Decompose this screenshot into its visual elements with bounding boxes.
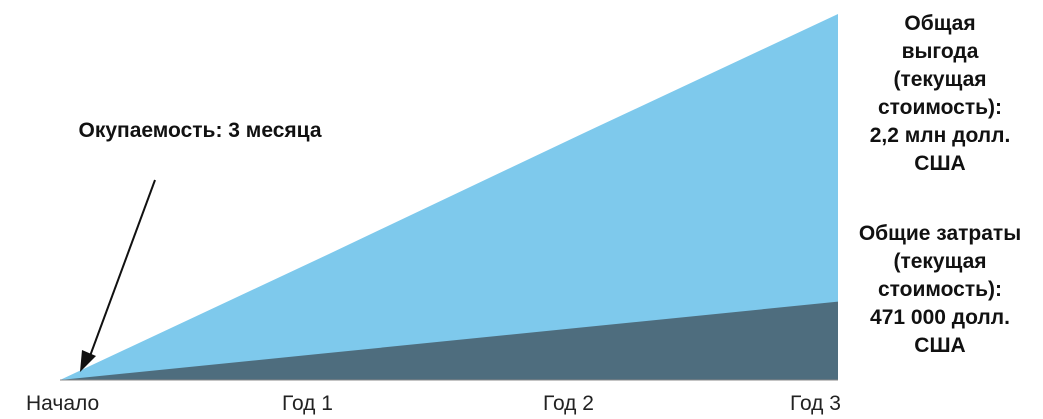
total-benefit-area <box>60 14 838 380</box>
benefit-label-line: США <box>914 152 966 175</box>
benefit-label-line: (текущая <box>893 68 987 91</box>
cost-label-line: 471 000 долл. <box>870 306 1010 329</box>
benefit-label-line: Общая <box>904 12 976 35</box>
benefit-label-line: выгода <box>901 40 979 63</box>
benefit-label-line: 2,2 млн долл. <box>869 124 1011 147</box>
benefit-label-line: стоимость): <box>877 96 1003 119</box>
payback-label: Окупаемость: 3 месяца <box>78 119 322 142</box>
x-tick-label: Год 3 <box>790 392 841 415</box>
total-cost-area <box>60 301 838 380</box>
cost-label-line: (текущая <box>893 250 987 273</box>
cost-label-line: США <box>914 334 966 357</box>
payback-annotation: Окупаемость: 3 месяца <box>70 117 330 145</box>
cost-label: Общие затраты (текущая стоимость): 471 0… <box>840 220 1040 360</box>
cost-label-line: стоимость): <box>877 278 1003 301</box>
benefit-label: Общая выгода (текущая стоимость): 2,2 мл… <box>845 10 1035 178</box>
payback-arrow-line <box>89 179 156 357</box>
x-tick-label: Начало <box>26 392 100 415</box>
cost-label-line: Общие затраты <box>858 222 1022 245</box>
x-tick-label: Год 2 <box>543 392 594 415</box>
payback-arrow-head <box>80 350 96 372</box>
x-tick-label: Год 1 <box>282 392 333 415</box>
